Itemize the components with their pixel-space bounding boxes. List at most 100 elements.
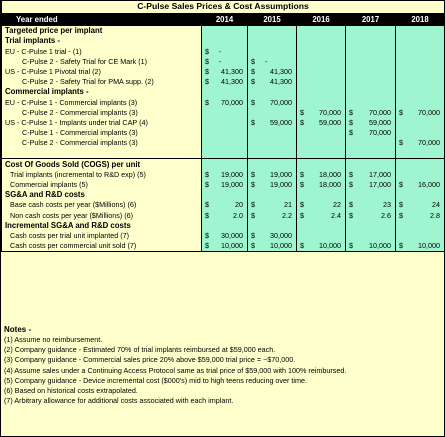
table-row: Cash costs per trial unit implanted (7) $… — [1, 230, 445, 241]
currency-symbol: $ — [399, 107, 403, 117]
currency-symbol: $ — [205, 56, 209, 66]
value-cell — [345, 97, 396, 108]
cell-value: 59,000 — [319, 117, 341, 127]
table-row — [1, 148, 445, 159]
cell-value: 59,000 — [270, 117, 292, 127]
currency-symbol: $ — [399, 241, 403, 251]
value-cell — [345, 56, 396, 67]
value-cell: $18,000 — [296, 169, 346, 180]
value-cell — [345, 148, 396, 159]
currency-symbol: $ — [399, 138, 403, 148]
value-cell — [247, 190, 297, 201]
currency-symbol: $ — [300, 241, 304, 251]
currency-symbol: $ — [205, 46, 209, 56]
value-cell: $70,000 — [395, 138, 445, 149]
table-row: Base cash costs per year ($Millions) (6)… — [1, 200, 445, 211]
value-cell — [201, 26, 248, 37]
value-cell — [296, 220, 346, 231]
year-ended-header: Year ended — [1, 13, 202, 26]
value-cell — [395, 36, 445, 47]
value-cell — [296, 46, 346, 57]
row-label: EU - C-Pulse 1 trial - (1) — [1, 46, 202, 57]
value-cell — [201, 220, 248, 231]
value-cell — [345, 66, 396, 77]
value-cell — [395, 158, 445, 170]
cell-value: 23 — [383, 200, 391, 210]
currency-symbol: $ — [251, 169, 255, 179]
value-cell: $19,000 — [201, 169, 248, 180]
currency-symbol: $ — [349, 241, 353, 251]
year-header: 2018 — [395, 13, 445, 26]
value-cell — [345, 26, 396, 37]
table-row: Targeted price per implant — [1, 26, 445, 37]
value-cell — [201, 107, 248, 118]
currency-symbol: $ — [399, 180, 403, 190]
row-label: Incremental SG&A and R&D costs — [1, 220, 202, 231]
value-cell — [201, 158, 248, 170]
cell-value: 19,000 — [221, 169, 243, 179]
value-cell — [395, 76, 445, 88]
value-cell — [345, 220, 396, 231]
value-cell — [201, 148, 248, 159]
currency-symbol: $ — [251, 210, 255, 220]
cell-value: 17,000 — [369, 169, 391, 179]
value-cell — [201, 117, 248, 128]
table-row: Incremental SG&A and R&D costs — [1, 220, 445, 231]
note-item: (6) Based on historical costs extrapolat… — [4, 386, 138, 396]
value-cell — [345, 230, 396, 241]
table-row: SG&A and R&D costs — [1, 190, 445, 201]
cell-value: 18,000 — [319, 180, 341, 190]
value-cell: $41,300 — [247, 66, 297, 77]
cell-value: 16,000 — [418, 180, 440, 190]
currency-symbol: $ — [349, 128, 353, 138]
cell-value: 19,000 — [221, 180, 243, 190]
value-cell — [247, 138, 297, 149]
table-row: Commercial implants - — [1, 87, 445, 98]
currency-symbol: $ — [399, 210, 403, 220]
row-label: Commercial implants (5) — [1, 179, 202, 190]
cell-value: 70,000 — [369, 128, 391, 138]
year-header: 2015 — [247, 13, 297, 26]
value-cell: $19,000 — [247, 179, 297, 190]
currency-symbol: $ — [300, 200, 304, 210]
value-cell — [395, 87, 445, 98]
cell-value: 2.4 — [331, 210, 341, 220]
value-cell: $59,000 — [296, 117, 346, 128]
value-cell: $70,000 — [395, 107, 445, 118]
row-label: Non cash costs per year ($Millions) (6) — [1, 210, 202, 221]
cell-value: 17,000 — [369, 180, 391, 190]
currency-symbol: $ — [251, 241, 255, 251]
notes-title: Notes - — [4, 325, 32, 334]
currency-symbol: $ — [349, 117, 353, 127]
currency-symbol: $ — [251, 77, 255, 87]
value-cell: $30,000 — [201, 230, 248, 241]
row-label: Cash costs per commercial unit sold (7) — [1, 240, 202, 253]
cell-value: 19,000 — [270, 180, 292, 190]
currency-symbol: $ — [205, 169, 209, 179]
table-row: C-Pulse 2 - Safety Trial for CE Mark (1)… — [1, 56, 445, 67]
currency-symbol: $ — [251, 180, 255, 190]
note-item: (4) Assume sales under a Continuing Acce… — [4, 365, 347, 375]
value-cell — [247, 107, 297, 118]
cell-value: 41,300 — [270, 77, 292, 87]
table-row: Cost Of Goods Sold (COGS) per unit — [1, 158, 445, 170]
cell-value: 70,000 — [369, 107, 391, 117]
value-cell: $24 — [395, 200, 445, 211]
value-cell: $10,000 — [395, 240, 445, 253]
value-cell — [395, 97, 445, 108]
table-row: EU - C-Pulse 1 trial - (1) $ - — [1, 46, 445, 57]
row-label: US - C-Pulse 1 Pivotal trial (2) — [1, 66, 202, 77]
value-cell — [395, 117, 445, 128]
cell-value: 41,300 — [270, 67, 292, 77]
notes-section: Notes - (1) Assume no reimbursement. (2)… — [1, 324, 444, 406]
value-cell — [395, 46, 445, 57]
value-cell — [296, 56, 346, 67]
value-cell: $70,000 — [201, 97, 248, 108]
cell-value: - — [265, 56, 268, 66]
table-row: Trial implants (incremental to R&D exp) … — [1, 169, 445, 180]
value-cell — [345, 46, 396, 57]
cell-value: 2.0 — [233, 210, 243, 220]
row-label: US - C-Pulse 1 - Implants under trial CA… — [1, 117, 202, 128]
value-cell — [345, 87, 396, 98]
